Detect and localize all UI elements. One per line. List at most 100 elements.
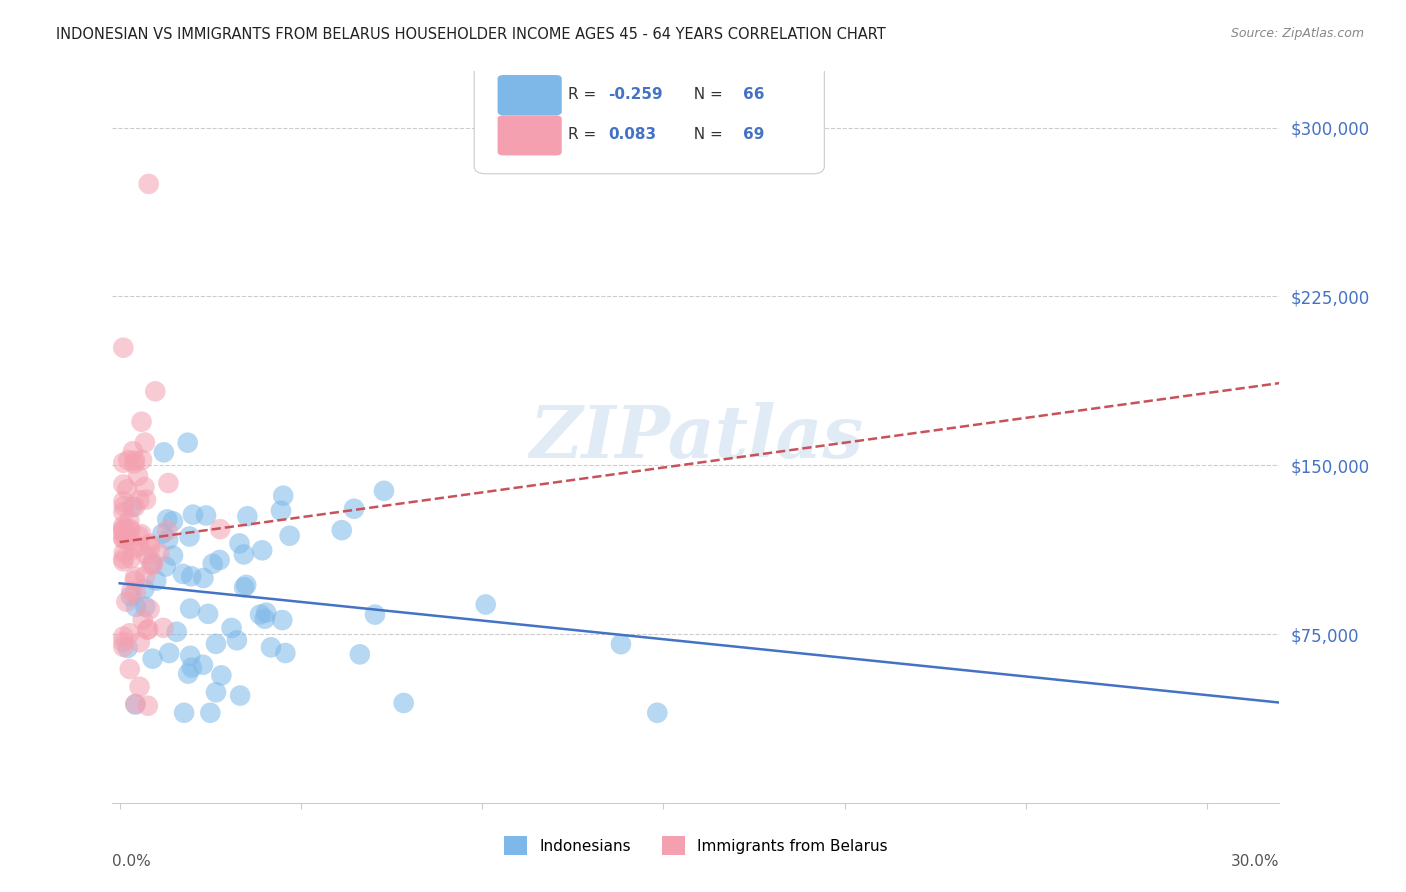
- Text: 69: 69: [742, 128, 763, 143]
- Text: ZIPatlas: ZIPatlas: [529, 401, 863, 473]
- Indonesians: [162, 549, 184, 563]
- Immigrants from Belarus: [135, 492, 157, 507]
- Text: 66: 66: [742, 87, 763, 103]
- Text: R =: R =: [498, 108, 530, 123]
- Indonesians: [271, 613, 294, 627]
- Indonesians: [271, 489, 294, 503]
- Indonesians: [229, 689, 252, 703]
- Immigrants from Belarus: [128, 529, 150, 543]
- Immigrants from Belarus: [112, 456, 135, 470]
- Immigrants from Belarus: [124, 574, 146, 588]
- Indonesians: [645, 706, 668, 720]
- Indonesians: [125, 599, 148, 614]
- Legend: Indonesians, Immigrants from Belarus: Indonesians, Immigrants from Belarus: [498, 830, 894, 861]
- Indonesians: [180, 660, 202, 674]
- Immigrants from Belarus: [112, 630, 135, 644]
- Indonesians: [157, 646, 180, 660]
- Immigrants from Belarus: [157, 475, 180, 490]
- Indonesians: [474, 598, 496, 612]
- Immigrants from Belarus: [122, 457, 145, 471]
- Immigrants from Belarus: [112, 546, 135, 560]
- Indonesians: [155, 559, 177, 574]
- Indonesians: [172, 566, 194, 581]
- Indonesians: [249, 607, 271, 622]
- Text: Source: ZipAtlas.com: Source: ZipAtlas.com: [1230, 27, 1364, 40]
- Immigrants from Belarus: [112, 341, 135, 355]
- Indonesians: [200, 706, 222, 720]
- Immigrants from Belarus: [112, 640, 135, 654]
- Indonesians: [270, 504, 292, 518]
- Indonesians: [208, 553, 231, 567]
- Indonesians: [205, 685, 228, 699]
- Immigrants from Belarus: [120, 584, 142, 599]
- Text: -0.259: -0.259: [609, 87, 664, 103]
- Immigrants from Belarus: [136, 623, 159, 637]
- Immigrants from Belarus: [112, 524, 135, 538]
- Text: R =: R =: [568, 87, 600, 103]
- Indonesians: [209, 668, 232, 682]
- Immigrants from Belarus: [112, 494, 135, 508]
- Text: 30.0%: 30.0%: [1232, 854, 1279, 869]
- Indonesians: [176, 435, 198, 450]
- Immigrants from Belarus: [131, 613, 153, 627]
- Indonesians: [177, 666, 200, 681]
- Immigrants from Belarus: [139, 558, 162, 572]
- Immigrants from Belarus: [112, 635, 135, 649]
- Immigrants from Belarus: [139, 541, 162, 556]
- Indonesians: [274, 646, 297, 660]
- Indonesians: [191, 657, 214, 672]
- Indonesians: [152, 526, 174, 541]
- Text: N =: N =: [685, 128, 728, 143]
- Immigrants from Belarus: [128, 680, 150, 694]
- Indonesians: [134, 599, 156, 614]
- Immigrants from Belarus: [112, 532, 135, 546]
- Immigrants from Belarus: [124, 453, 146, 467]
- Immigrants from Belarus: [134, 435, 156, 450]
- Immigrants from Belarus: [138, 177, 160, 191]
- Indonesians: [610, 637, 633, 651]
- Immigrants from Belarus: [142, 558, 165, 572]
- Text: INDONESIAN VS IMMIGRANTS FROM BELARUS HOUSEHOLDER INCOME AGES 45 - 64 YEARS CORR: INDONESIAN VS IMMIGRANTS FROM BELARUS HO…: [56, 27, 886, 42]
- Immigrants from Belarus: [115, 595, 138, 609]
- Immigrants from Belarus: [124, 500, 146, 514]
- Indonesians: [180, 569, 202, 583]
- Immigrants from Belarus: [112, 551, 135, 566]
- Indonesians: [349, 648, 371, 662]
- Immigrants from Belarus: [139, 537, 162, 551]
- Text: 0.0%: 0.0%: [112, 854, 152, 869]
- Immigrants from Belarus: [115, 531, 138, 545]
- Immigrants from Belarus: [124, 697, 146, 711]
- Immigrants from Belarus: [112, 554, 135, 568]
- Immigrants from Belarus: [120, 551, 142, 566]
- Indonesians: [228, 536, 250, 550]
- Immigrants from Belarus: [156, 524, 179, 538]
- Indonesians: [253, 612, 276, 626]
- Immigrants from Belarus: [118, 524, 141, 538]
- Immigrants from Belarus: [134, 569, 156, 583]
- Indonesians: [117, 640, 139, 655]
- Indonesians: [343, 501, 366, 516]
- Indonesians: [124, 698, 146, 712]
- Indonesians: [153, 445, 176, 459]
- Immigrants from Belarus: [120, 522, 142, 536]
- Indonesians: [120, 589, 142, 603]
- Immigrants from Belarus: [124, 570, 146, 584]
- Indonesians: [392, 696, 415, 710]
- Immigrants from Belarus: [148, 546, 170, 560]
- Immigrants from Belarus: [128, 635, 150, 649]
- Immigrants from Belarus: [112, 500, 135, 514]
- Indonesians: [193, 571, 215, 585]
- Indonesians: [162, 514, 184, 528]
- Indonesians: [221, 621, 243, 635]
- Indonesians: [226, 633, 249, 648]
- Indonesians: [134, 582, 156, 596]
- Indonesians: [278, 529, 301, 543]
- Immigrants from Belarus: [138, 602, 160, 616]
- Text: 0.083: 0.083: [609, 128, 657, 143]
- Indonesians: [260, 640, 283, 655]
- Indonesians: [232, 548, 254, 562]
- Immigrants from Belarus: [112, 505, 135, 519]
- Immigrants from Belarus: [209, 522, 232, 536]
- Indonesians: [197, 607, 219, 621]
- Text: N =: N =: [685, 87, 728, 103]
